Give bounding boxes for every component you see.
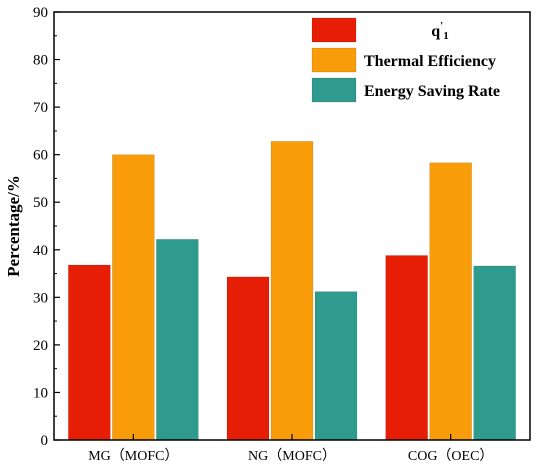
legend-label: q'1 bbox=[431, 20, 448, 42]
bar-thermal-efficiency bbox=[112, 154, 155, 441]
bars-layer bbox=[68, 141, 516, 441]
legend-swatch bbox=[311, 77, 357, 103]
bar-q1 bbox=[226, 276, 270, 441]
y-tick-label: 40 bbox=[33, 243, 48, 259]
y-tick-label: 30 bbox=[33, 290, 48, 306]
legend-swatch bbox=[311, 17, 357, 43]
bar-thermal-efficiency bbox=[270, 141, 314, 441]
legend-label: Thermal Efficiency bbox=[364, 53, 496, 70]
y-tick-label: 60 bbox=[33, 148, 48, 164]
legend-label: Energy Saving Rate bbox=[364, 83, 500, 100]
legend-swatch bbox=[311, 47, 357, 73]
x-category-label: MG（MOFC） bbox=[88, 448, 178, 464]
y-axis: 0 10 20 30 40 50 60 70 80 90 bbox=[33, 5, 60, 449]
bar-energy-saving-rate bbox=[156, 239, 199, 441]
x-category-label: COG（OEC） bbox=[408, 448, 494, 464]
y-tick-label: 50 bbox=[33, 195, 48, 211]
y-tick-label: 70 bbox=[33, 100, 48, 116]
y-tick-label: 80 bbox=[33, 53, 48, 69]
bar-energy-saving-rate bbox=[314, 291, 358, 441]
y-axis-label: Percentage/% bbox=[4, 175, 23, 277]
y-tick-label: 10 bbox=[33, 385, 48, 401]
bar-thermal-efficiency bbox=[429, 162, 472, 441]
y-tick-label: 0 bbox=[41, 433, 49, 449]
y-tick-label: 90 bbox=[33, 5, 48, 21]
bar-energy-saving-rate bbox=[473, 265, 516, 441]
bar-q1 bbox=[68, 264, 111, 441]
legend: q'1 Thermal Efficiency Energy Saving Rate bbox=[311, 17, 500, 103]
x-category-label: NG（MOFC） bbox=[248, 448, 336, 464]
y-tick-label: 20 bbox=[33, 338, 48, 354]
x-axis: MG（MOFC） NG（MOFC） COG（OEC） bbox=[88, 434, 493, 464]
bar-q1 bbox=[385, 255, 428, 441]
